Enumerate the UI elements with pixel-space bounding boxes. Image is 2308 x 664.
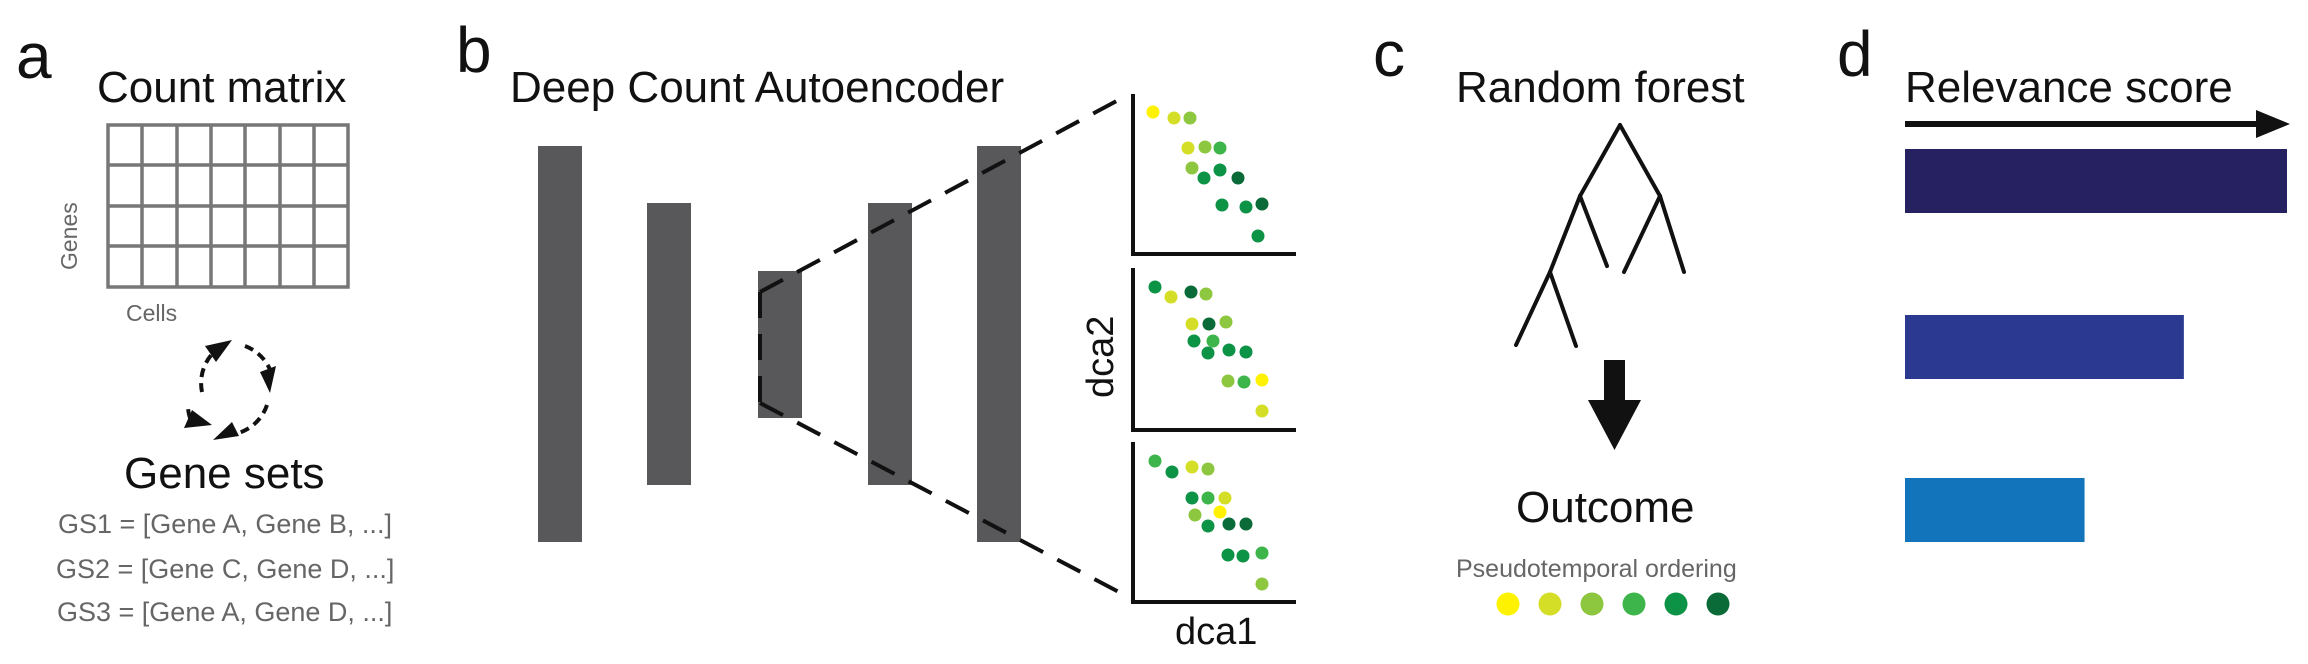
decoder-layer-2 xyxy=(977,146,1021,542)
scatter-point xyxy=(1221,548,1235,562)
ordering-dot xyxy=(1538,592,1562,616)
relevance-bar xyxy=(1905,315,2184,379)
scatter-point xyxy=(1198,140,1212,154)
scatter-point xyxy=(1255,197,1269,211)
gene-set-1: GS1 = [Gene A, Gene B, ...] xyxy=(58,509,392,539)
cycle-arrowheads xyxy=(184,340,276,440)
panel-letter-a: a xyxy=(16,20,52,92)
relevance-axis-arrow xyxy=(1905,110,2290,138)
relevance-bar xyxy=(1905,478,2085,542)
bottleneck-expansion-lines xyxy=(758,95,1135,602)
scatter-point xyxy=(1239,345,1253,359)
scatter-point xyxy=(1222,517,1236,531)
scatter-point xyxy=(1185,460,1199,474)
outcome-title: Outcome xyxy=(1516,483,1695,532)
autoencoder-title: Deep Count Autoencoder xyxy=(510,63,1005,112)
scatter-point xyxy=(1181,141,1195,155)
scatter-point xyxy=(1222,343,1236,357)
scatter-axes xyxy=(1131,94,1296,604)
scatter-point xyxy=(1251,229,1265,243)
relevance-score-title: Relevance score xyxy=(1905,63,2233,112)
scatter-point xyxy=(1164,290,1178,304)
ordering-dot xyxy=(1496,592,1520,616)
scatter-points xyxy=(1146,105,1269,591)
matrix-rows-label: Genes xyxy=(56,202,82,270)
gene-sets-title: Gene sets xyxy=(124,449,325,498)
encoder-layer-2 xyxy=(647,203,691,485)
relevance-bar xyxy=(1905,149,2287,213)
scatter-point xyxy=(1206,334,1220,348)
y-axis-label: dca2 xyxy=(1080,315,1122,398)
panel-letter-b: b xyxy=(456,14,492,86)
scatter-point xyxy=(1255,546,1269,560)
scatter-point xyxy=(1201,491,1215,505)
scatter-point xyxy=(1255,577,1269,591)
bottleneck-layer xyxy=(758,271,802,418)
autoencoder-layers xyxy=(538,146,1021,542)
panel-letter-d: d xyxy=(1837,18,1873,90)
scatter-point xyxy=(1213,141,1227,155)
scatter-point xyxy=(1218,491,1232,505)
scatter-point xyxy=(1231,171,1245,185)
panel-letter-c: c xyxy=(1373,18,1405,90)
scatter-point xyxy=(1185,491,1199,505)
matrix-cols-label: Cells xyxy=(126,300,178,326)
scatter-point xyxy=(1201,346,1215,360)
pseudotime-color-dots xyxy=(1496,592,1730,616)
scatter-point xyxy=(1239,517,1253,531)
scatter-point xyxy=(1165,465,1179,479)
ordering-dot xyxy=(1664,592,1688,616)
scatter-point xyxy=(1239,200,1253,214)
decoder-layer-1 xyxy=(868,203,912,485)
ordering-dot xyxy=(1580,592,1604,616)
scatter-point xyxy=(1201,519,1215,533)
scatter-point xyxy=(1215,198,1229,212)
ordering-dot xyxy=(1622,592,1646,616)
scatter-point xyxy=(1184,285,1198,299)
scatter-point xyxy=(1236,549,1250,563)
count-matrix-grid xyxy=(106,123,350,289)
gene-set-3: GS3 = [Gene A, Gene D, ...] xyxy=(57,597,393,627)
scatter-point xyxy=(1185,161,1199,175)
scatter-point xyxy=(1255,404,1269,418)
encoder-layer-1 xyxy=(538,146,582,542)
scatter-point xyxy=(1201,462,1215,476)
tree-icon xyxy=(1514,123,1686,348)
scatter-point xyxy=(1237,375,1251,389)
count-matrix-title: Count matrix xyxy=(97,63,347,112)
gene-set-2: GS2 = [Gene C, Gene D, ...] xyxy=(56,554,395,584)
scatter-point xyxy=(1167,111,1181,125)
scatter-point xyxy=(1148,454,1162,468)
scatter-point xyxy=(1146,105,1160,119)
relevance-bars xyxy=(1905,149,2287,542)
scatter-point xyxy=(1185,317,1199,331)
scatter-point xyxy=(1187,334,1201,348)
scatter-point xyxy=(1148,280,1162,294)
down-arrow-icon xyxy=(1588,360,1641,450)
scatter-point xyxy=(1183,111,1197,125)
random-forest-title: Random forest xyxy=(1456,63,1745,112)
scatter-point xyxy=(1202,317,1216,331)
scatter-point xyxy=(1219,315,1233,329)
scatter-point xyxy=(1221,374,1235,388)
ordering-dot xyxy=(1706,592,1730,616)
scatter-point xyxy=(1213,163,1227,177)
pseudotemporal-ordering-label: Pseudotemporal ordering xyxy=(1456,555,1737,583)
scatter-point xyxy=(1188,508,1202,522)
x-axis-label: dca1 xyxy=(1175,611,1258,653)
scatter-point xyxy=(1255,373,1269,387)
scatter-point xyxy=(1213,505,1227,519)
scatter-point xyxy=(1199,287,1213,301)
scatter-point xyxy=(1197,171,1211,185)
